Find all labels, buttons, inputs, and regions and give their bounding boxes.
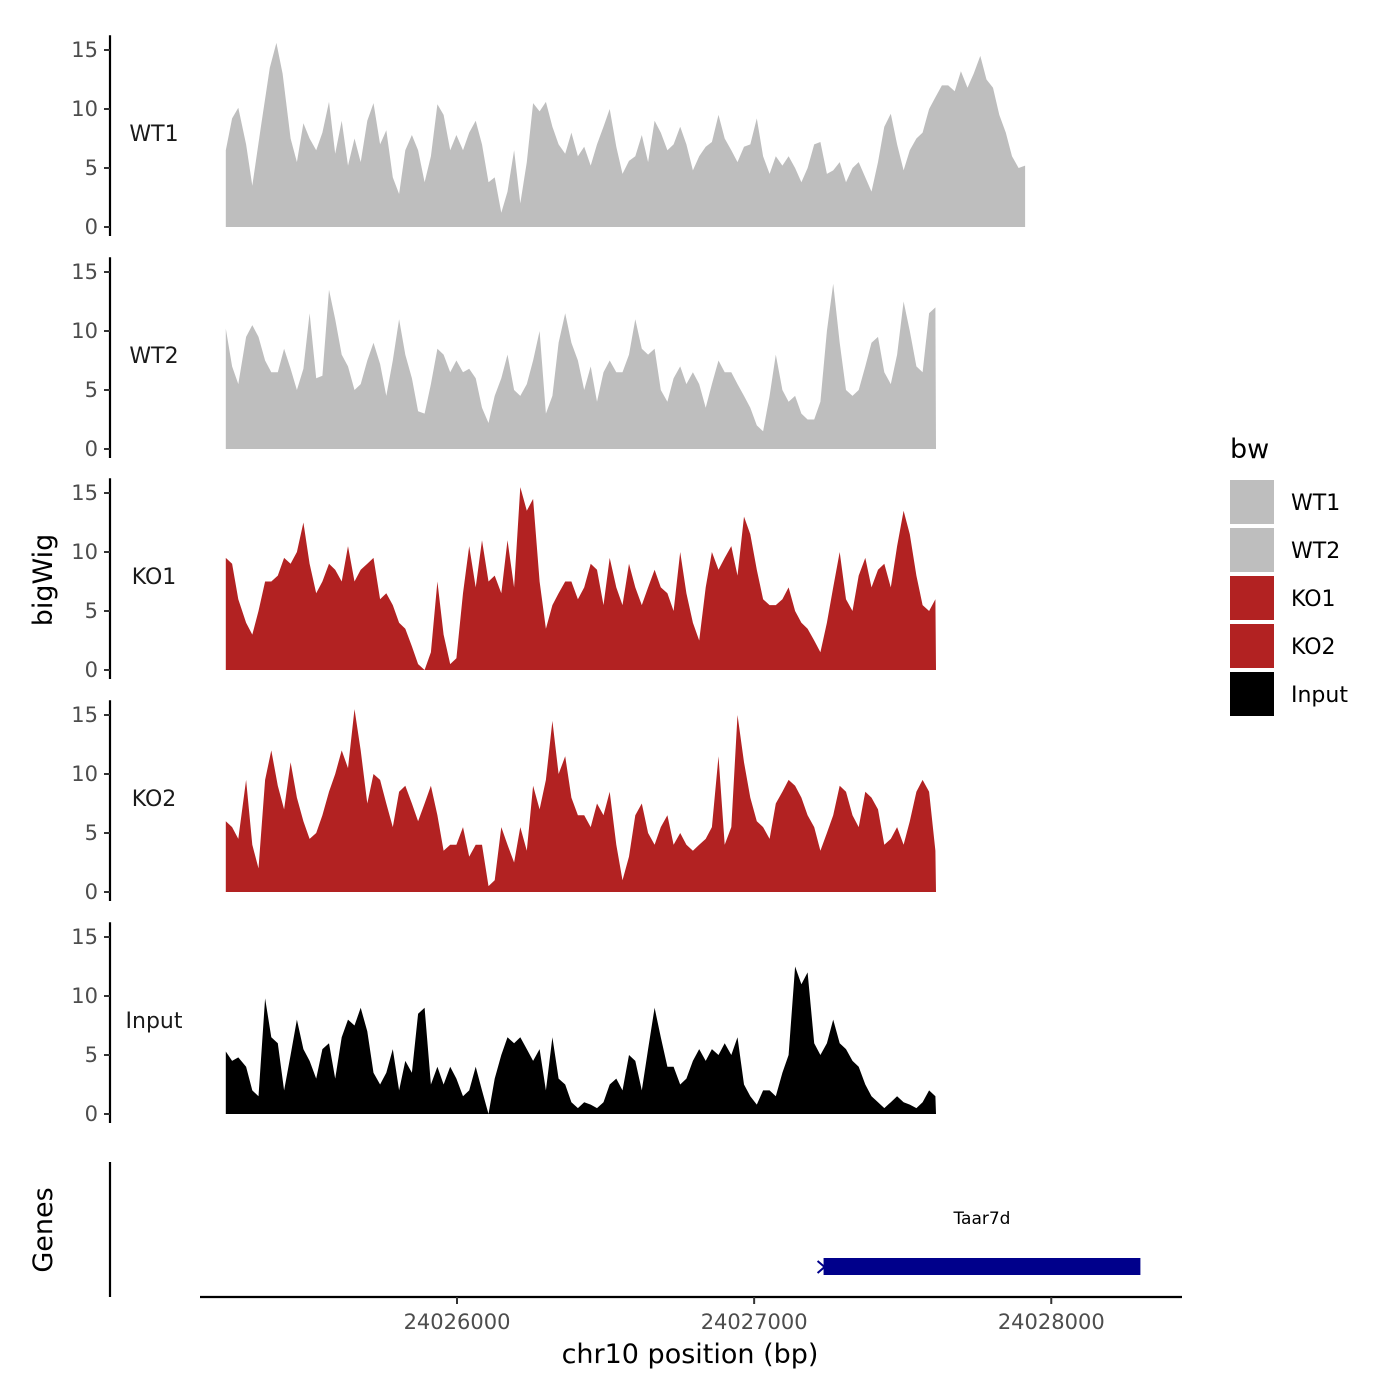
gene-strand-marker <box>816 1260 827 1274</box>
y-tick-label: 0 <box>85 880 98 904</box>
area-ko2 <box>225 709 937 892</box>
y-tick-label: 0 <box>85 1102 98 1126</box>
legend-title: bw <box>1230 434 1269 465</box>
area-ko1 <box>225 487 937 670</box>
area-input <box>225 966 937 1114</box>
legend-swatch <box>1230 576 1274 620</box>
tracks-layer: 0 5 10 15 WT1 0 5 10 15 WT2 0 5 10 15 KO1 0 5 10 15 KO2 0 5 10… <box>71 35 1026 1126</box>
track-input: 0 5 10 15 Input <box>71 922 937 1126</box>
x-tick-label: 24028000 <box>998 1310 1105 1334</box>
y-tick-label: 5 <box>85 1043 98 1067</box>
genes-track-title: Genes <box>28 1187 59 1272</box>
legend-label: WT1 <box>1291 491 1340 516</box>
y-tick-label: 15 <box>71 260 98 284</box>
track-label: WT1 <box>129 122 178 147</box>
y-tick-label: 15 <box>71 703 98 727</box>
track-label: WT2 <box>129 344 178 369</box>
legend-swatch <box>1230 528 1274 572</box>
legend-swatch <box>1230 480 1274 524</box>
x-axis-title: chr10 position (bp) <box>562 1339 819 1370</box>
y-axis-title: bigWig <box>28 534 59 627</box>
area-wt1 <box>225 42 1026 228</box>
y-tick-label: 15 <box>71 925 98 949</box>
legend-label: Input <box>1291 683 1348 708</box>
track-label: KO1 <box>132 565 177 590</box>
track-label: Input <box>126 1009 183 1034</box>
track-label: KO2 <box>132 787 177 812</box>
y-tick-label: 10 <box>71 762 98 786</box>
x-tick-label: 24027000 <box>701 1310 808 1334</box>
legend-label: KO2 <box>1291 635 1336 660</box>
legend-label: KO1 <box>1291 587 1336 612</box>
legend: WT1 WT2 KO1 KO2 Input <box>1230 480 1348 716</box>
y-tick-label: 15 <box>71 481 98 505</box>
x-axis: 24026000 24027000 24028000 <box>200 1295 1182 1334</box>
track-wt1: 0 5 10 15 WT1 <box>71 35 1026 239</box>
y-tick-label: 0 <box>85 658 98 682</box>
y-tick-label: 5 <box>85 821 98 845</box>
x-tick-label: 24026000 <box>404 1310 511 1334</box>
legend-swatch <box>1230 672 1274 716</box>
gene-body <box>823 1258 1141 1275</box>
y-tick-label: 0 <box>85 215 98 239</box>
genes-track: Taar7d <box>108 1162 1141 1297</box>
y-tick-label: 10 <box>71 540 98 564</box>
track-ko1: 0 5 10 15 KO1 <box>71 478 937 682</box>
track-ko2: 0 5 10 15 KO2 <box>71 700 937 904</box>
legend-label: WT2 <box>1291 539 1340 564</box>
y-tick-label: 10 <box>71 319 98 343</box>
area-wt2 <box>225 283 937 449</box>
gene-label: Taar7d <box>952 1209 1010 1229</box>
y-tick-label: 0 <box>85 437 98 461</box>
y-tick-label: 5 <box>85 378 98 402</box>
legend-swatch <box>1230 624 1274 668</box>
y-tick-label: 5 <box>85 156 98 180</box>
y-tick-label: 10 <box>71 984 98 1008</box>
track-wt2: 0 5 10 15 WT2 <box>71 257 937 461</box>
y-tick-label: 10 <box>71 97 98 121</box>
y-tick-label: 15 <box>71 38 98 62</box>
y-tick-label: 5 <box>85 599 98 623</box>
